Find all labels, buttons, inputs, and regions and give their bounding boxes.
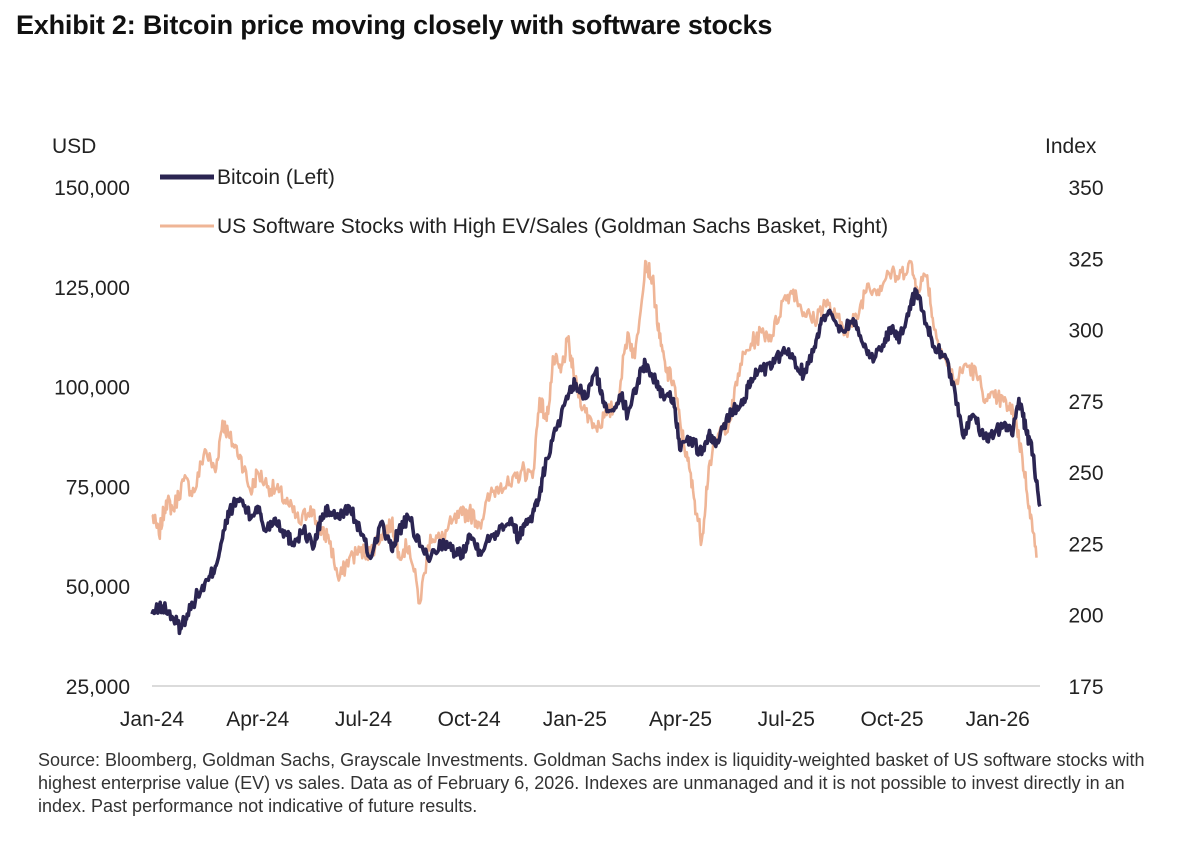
dual-axis-line-chart: USD Index 25,000 50,000 75,000 100,000 125,0…: [52, 135, 1104, 731]
right-axis-label: Index: [1045, 135, 1097, 158]
left-y-tick-label: 125,000: [54, 277, 130, 300]
legend: Bitcoin (Left) US Software Stocks with Hi…: [160, 166, 888, 238]
right-y-tick-label: 325: [1068, 248, 1103, 271]
axes-group: 25,000 50,000 75,000 100,000 125,000 150,000 1…: [54, 177, 1103, 731]
right-y-tick-label: 275: [1068, 391, 1103, 414]
legend-software-label: US Software Stocks with High EV/Sales (G…: [217, 215, 888, 238]
chart-title: Exhibit 2: Bitcoin price moving closely …: [16, 10, 773, 40]
right-y-tick-label: 300: [1068, 320, 1103, 343]
source-note: Source: Bloomberg, Goldman Sachs, Graysc…: [38, 750, 1145, 816]
right-y-tick-label: 350: [1068, 177, 1103, 200]
x-tick-label: Jan-25: [543, 708, 607, 731]
x-tick-label: Apr-24: [226, 708, 289, 731]
x-tick-label: Jul-24: [335, 708, 393, 731]
right-y-tick-label: 200: [1068, 605, 1103, 628]
left-y-tick-label: 150,000: [54, 177, 130, 200]
left-y-tick-label: 50,000: [66, 576, 130, 599]
series-lines: [150, 259, 1042, 636]
legend-bitcoin-label: Bitcoin (Left): [217, 166, 335, 189]
right-y-tick-label: 250: [1068, 462, 1103, 485]
right-y-tick-label: 175: [1068, 676, 1103, 699]
x-tick-label: Jan-26: [966, 708, 1030, 731]
left-y-tick-label: 100,000: [54, 377, 130, 400]
x-tick-label: Oct-24: [438, 708, 501, 731]
left-y-tick-label: 75,000: [66, 476, 130, 499]
right-y-tick-label: 225: [1068, 533, 1103, 556]
software-stocks-line: [151, 259, 1038, 605]
left-y-tick-label: 25,000: [66, 676, 130, 699]
x-tick-label: Jan-24: [120, 708, 185, 731]
x-tick-label: Jul-25: [758, 708, 815, 731]
bitcoin-line: [150, 287, 1042, 636]
left-axis-label: USD: [52, 135, 96, 158]
x-tick-label: Oct-25: [860, 708, 923, 731]
x-tick-label: Apr-25: [649, 708, 712, 731]
